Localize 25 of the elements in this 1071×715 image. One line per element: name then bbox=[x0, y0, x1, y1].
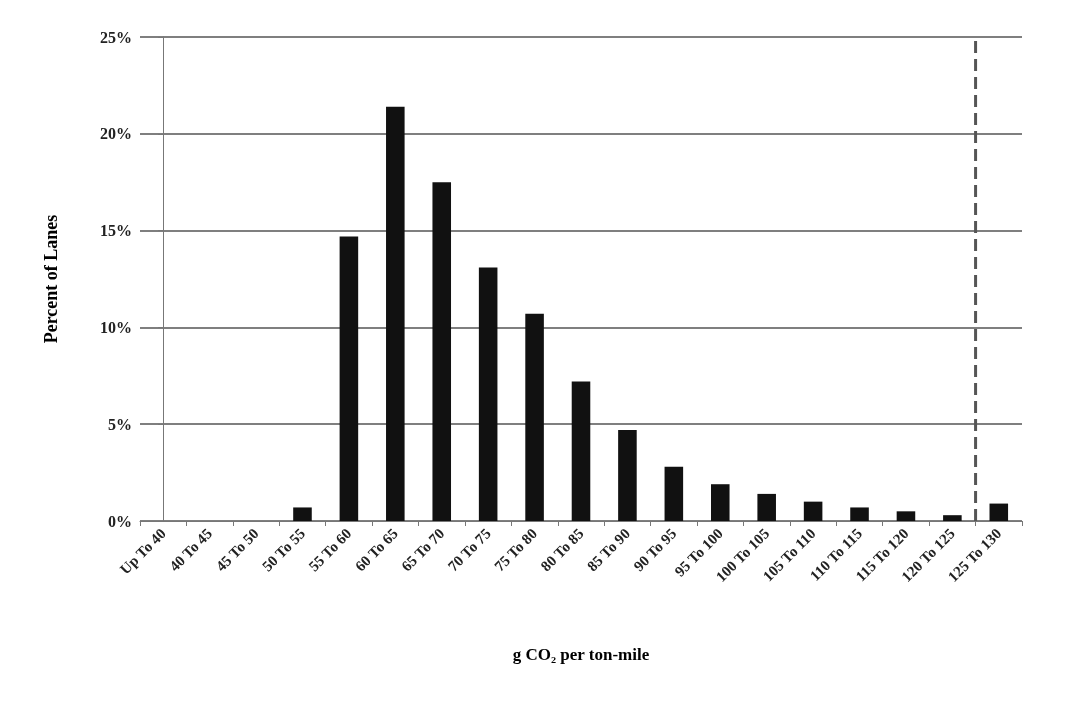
bar bbox=[525, 313, 544, 521]
y-tick-label: 25% bbox=[100, 28, 132, 46]
bar bbox=[943, 515, 962, 521]
bar bbox=[478, 267, 498, 521]
bar bbox=[710, 484, 730, 521]
bar bbox=[664, 466, 684, 521]
x-tick-label: 85 To 90 bbox=[584, 525, 634, 575]
y-tick-label: 15% bbox=[100, 222, 132, 240]
bar bbox=[386, 106, 405, 521]
bar bbox=[293, 507, 312, 521]
bar bbox=[989, 503, 1009, 521]
bar bbox=[571, 381, 591, 521]
bar bbox=[618, 430, 637, 521]
x-axis-title: g CO₂ per ton-mile bbox=[512, 645, 650, 664]
bar bbox=[339, 236, 359, 521]
bar bbox=[850, 507, 869, 521]
bar bbox=[896, 511, 916, 521]
bar bbox=[432, 182, 452, 521]
bar bbox=[757, 493, 776, 521]
y-tick-label: 5% bbox=[108, 415, 132, 433]
bar bbox=[803, 501, 823, 521]
y-tick-label: 20% bbox=[100, 125, 132, 143]
y-axis-title: Percent of Lanes bbox=[41, 214, 61, 344]
y-tick-label: 10% bbox=[100, 318, 132, 336]
y-tick-label: 0% bbox=[108, 512, 132, 530]
